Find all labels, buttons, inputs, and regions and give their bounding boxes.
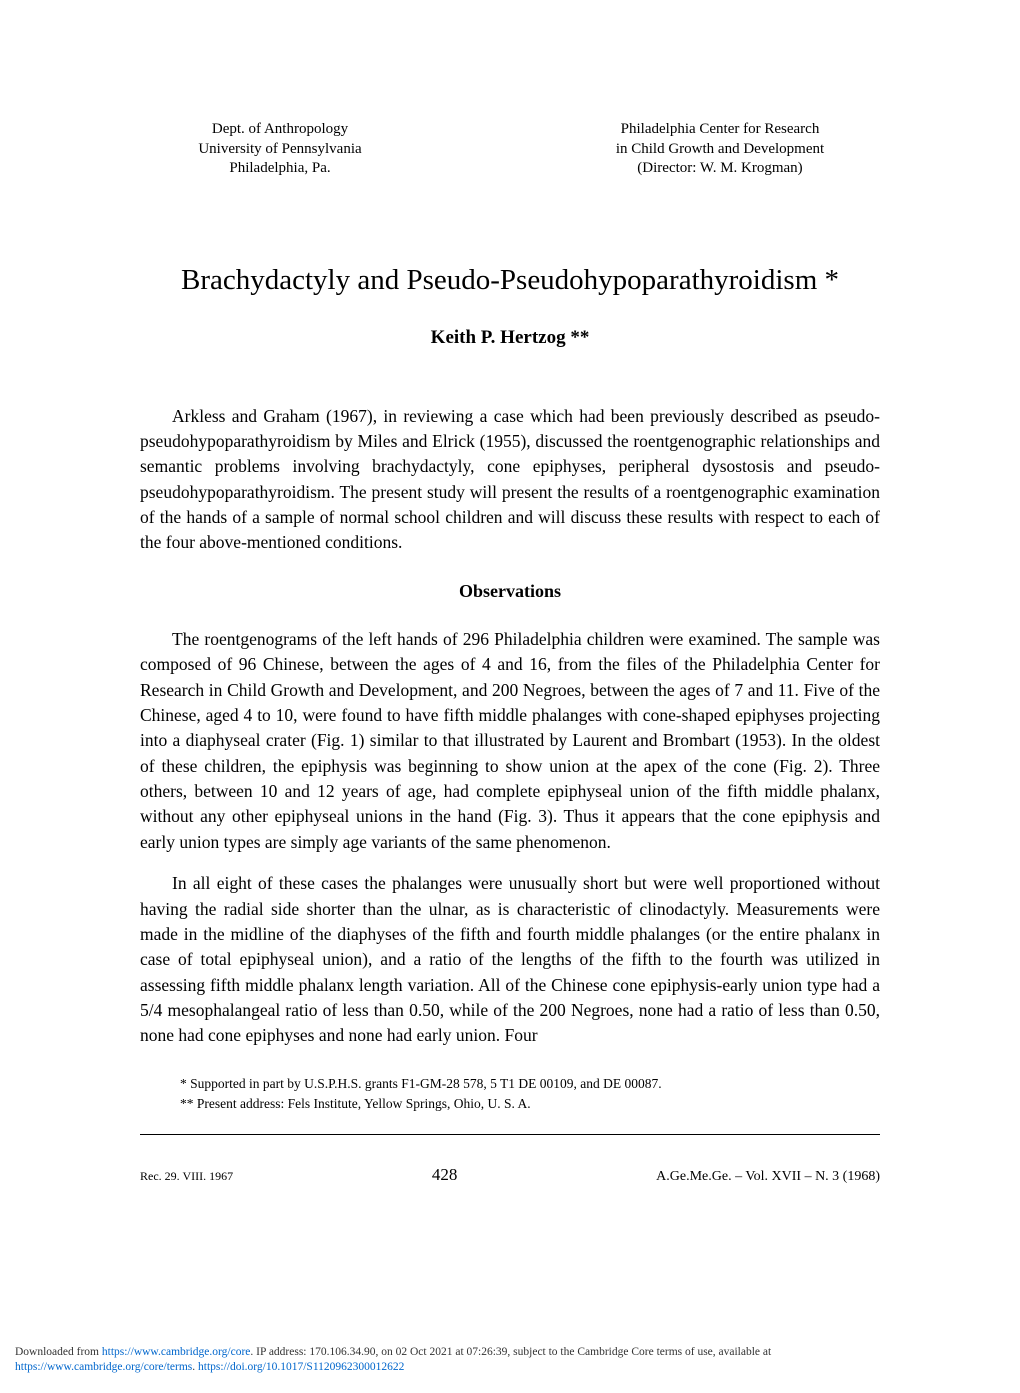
divider-line xyxy=(140,1134,880,1135)
affiliation-right-line2: in Child Growth and Development xyxy=(560,140,880,160)
footnote-2: ** Present address: Fels Institute, Yell… xyxy=(180,1094,880,1114)
intro-paragraph: Arkless and Graham (1967), in reviewing … xyxy=(140,404,880,556)
footer-page-number: 428 xyxy=(432,1165,458,1185)
download-middle: . IP address: 170.106.34.90, on 02 Oct 2… xyxy=(250,1346,771,1358)
observations-heading: Observations xyxy=(140,581,880,602)
affiliation-left: Dept. of Anthropology University of Penn… xyxy=(140,120,420,179)
affiliation-left-line2: University of Pennsylvania xyxy=(140,140,420,160)
footnotes: * Supported in part by U.S.P.H.S. grants… xyxy=(140,1074,880,1115)
download-link-terms[interactable]: https://www.cambridge.org/core/terms xyxy=(15,1361,192,1373)
header-affiliations: Dept. of Anthropology University of Penn… xyxy=(140,120,880,179)
download-link-core[interactable]: https://www.cambridge.org/core xyxy=(102,1346,251,1358)
article-author: Keith P. Hertzog ** xyxy=(140,327,880,349)
download-notice: Downloaded from https://www.cambridge.or… xyxy=(15,1345,771,1375)
affiliation-right-line3: (Director: W. M. Krogman) xyxy=(560,159,880,179)
observations-paragraph-1: The roentgenograms of the left hands of … xyxy=(140,627,880,855)
footer-received-date: Rec. 29. VIII. 1967 xyxy=(140,1169,233,1184)
affiliation-right: Philadelphia Center for Research in Chil… xyxy=(560,120,880,179)
page-footer: Rec. 29. VIII. 1967 428 A.Ge.Me.Ge. – Vo… xyxy=(140,1165,880,1185)
download-link-doi[interactable]: https://doi.org/10.1017/S112096230001262… xyxy=(198,1361,404,1373)
footer-journal-ref: A.Ge.Me.Ge. – Vol. XVII – N. 3 (1968) xyxy=(656,1169,880,1185)
article-title: Brachydactyly and Pseudo-Pseudohypoparat… xyxy=(140,264,880,297)
affiliation-right-line1: Philadelphia Center for Research xyxy=(560,120,880,140)
footnote-1: * Supported in part by U.S.P.H.S. grants… xyxy=(180,1074,880,1094)
affiliation-left-line3: Philadelphia, Pa. xyxy=(140,159,420,179)
observations-paragraph-2: In all eight of these cases the phalange… xyxy=(140,871,880,1049)
download-prefix: Downloaded from xyxy=(15,1346,102,1358)
affiliation-left-line1: Dept. of Anthropology xyxy=(140,120,420,140)
